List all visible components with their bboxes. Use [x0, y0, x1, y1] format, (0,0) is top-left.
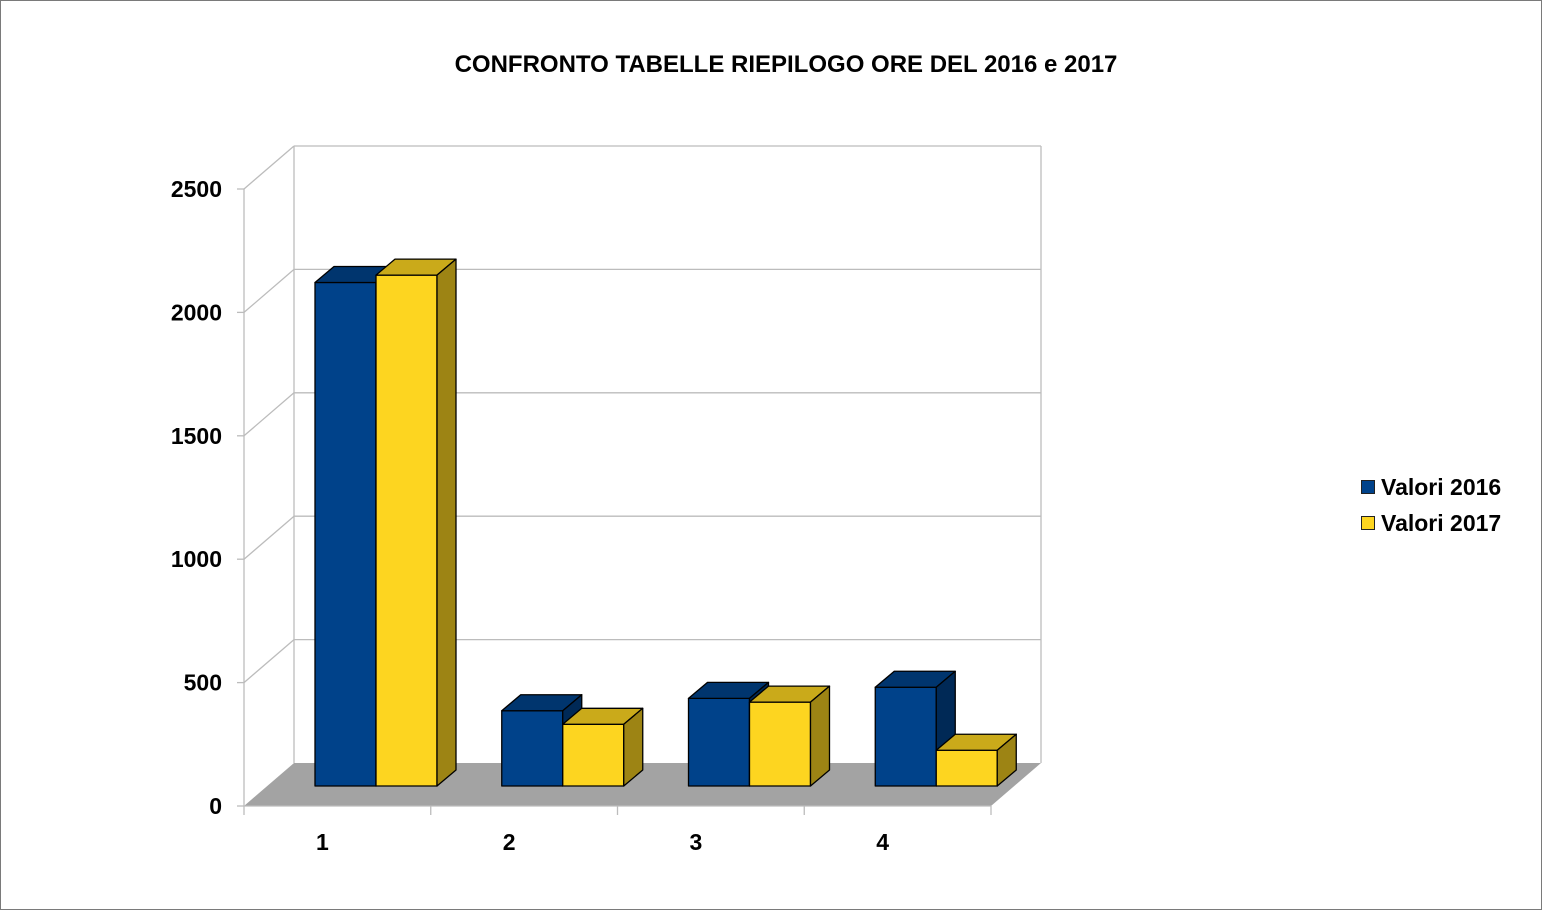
legend: Valori 2016 Valori 2017 [1361, 469, 1501, 541]
y-tick-label: 2000 [171, 299, 222, 325]
x-tick-label: 3 [690, 829, 703, 855]
bar-front [687, 697, 751, 787]
bar-front [874, 686, 937, 787]
bar-valori-2017-cat-3 [748, 685, 831, 787]
y-tick-label: 1500 [171, 423, 222, 449]
x-tick-label: 4 [876, 829, 889, 855]
gridline-side [243, 392, 295, 437]
bar-valori-2017-cat-1 [375, 258, 457, 787]
y-tick-label: 1000 [171, 546, 222, 572]
gridline-side [243, 145, 295, 190]
bar-front [314, 281, 377, 787]
y-axis: 0 500 1000 1500 2000 2500 [171, 176, 245, 819]
y-tick-label: 500 [184, 670, 222, 696]
x-tick-label: 1 [316, 829, 329, 855]
legend-item-2017: Valori 2017 [1361, 505, 1501, 541]
gridline-side [243, 268, 295, 313]
bars [314, 258, 1017, 787]
bar-side [436, 258, 457, 787]
y-tick-label: 0 [209, 793, 222, 819]
legend-label-2017: Valori 2017 [1381, 509, 1502, 536]
x-tick-label: 2 [503, 829, 516, 855]
legend-label-2016: Valori 2016 [1381, 473, 1502, 500]
bar-front [748, 701, 812, 787]
bar-front [375, 274, 438, 787]
bar-front [562, 723, 625, 787]
legend-item-2016: Valori 2016 [1361, 469, 1501, 505]
bar-side [623, 707, 644, 787]
bar-valori-2017-cat-2 [562, 707, 644, 787]
y-tick-label: 2500 [171, 176, 222, 202]
bar-front [501, 710, 564, 787]
bar-front [935, 749, 998, 787]
chart-title: CONFRONTO TABELLE RIEPILOGO ORE DEL 2016… [454, 51, 1118, 78]
legend-swatch-2017 [1361, 516, 1375, 530]
bar-side [809, 685, 831, 787]
legend-swatch-2016 [1361, 480, 1375, 494]
gridline-side [243, 515, 295, 560]
bar-side [996, 733, 1017, 787]
gridline-side [243, 639, 295, 684]
x-axis: 1 2 3 4 [243, 805, 992, 855]
bar-valori-2017-cat-4 [935, 733, 1017, 787]
